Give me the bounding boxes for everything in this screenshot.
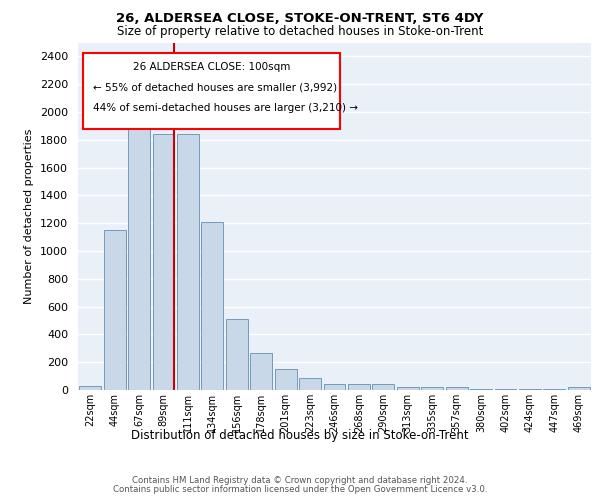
Bar bbox=[568, 387, 590, 390]
Bar bbox=[421, 387, 443, 390]
FancyBboxPatch shape bbox=[83, 53, 340, 130]
Bar bbox=[373, 384, 394, 390]
Bar bbox=[79, 386, 101, 390]
Text: Distribution of detached houses by size in Stoke-on-Trent: Distribution of detached houses by size … bbox=[131, 430, 469, 442]
Bar bbox=[397, 387, 419, 390]
Text: 26, ALDERSEA CLOSE, STOKE-ON-TRENT, ST6 4DY: 26, ALDERSEA CLOSE, STOKE-ON-TRENT, ST6 … bbox=[116, 12, 484, 26]
Text: 26 ALDERSEA CLOSE: 100sqm: 26 ALDERSEA CLOSE: 100sqm bbox=[133, 62, 290, 72]
Bar bbox=[446, 387, 467, 390]
Bar bbox=[519, 388, 541, 390]
Y-axis label: Number of detached properties: Number of detached properties bbox=[25, 128, 34, 304]
Bar bbox=[152, 134, 175, 390]
Bar bbox=[226, 319, 248, 390]
Bar bbox=[275, 369, 296, 390]
Bar bbox=[104, 230, 125, 390]
Bar bbox=[494, 388, 517, 390]
Bar bbox=[348, 384, 370, 390]
Bar bbox=[323, 384, 346, 390]
Bar bbox=[299, 378, 321, 390]
Bar bbox=[202, 222, 223, 390]
Bar bbox=[470, 388, 492, 390]
Text: ← 55% of detached houses are smaller (3,992): ← 55% of detached houses are smaller (3,… bbox=[94, 82, 338, 92]
Bar bbox=[177, 134, 199, 390]
Text: Contains public sector information licensed under the Open Government Licence v3: Contains public sector information licen… bbox=[113, 485, 487, 494]
Bar bbox=[250, 353, 272, 390]
Bar bbox=[128, 119, 150, 390]
Text: Contains HM Land Registry data © Crown copyright and database right 2024.: Contains HM Land Registry data © Crown c… bbox=[132, 476, 468, 485]
Text: Size of property relative to detached houses in Stoke-on-Trent: Size of property relative to detached ho… bbox=[117, 25, 483, 38]
Text: 44% of semi-detached houses are larger (3,210) →: 44% of semi-detached houses are larger (… bbox=[94, 104, 358, 114]
